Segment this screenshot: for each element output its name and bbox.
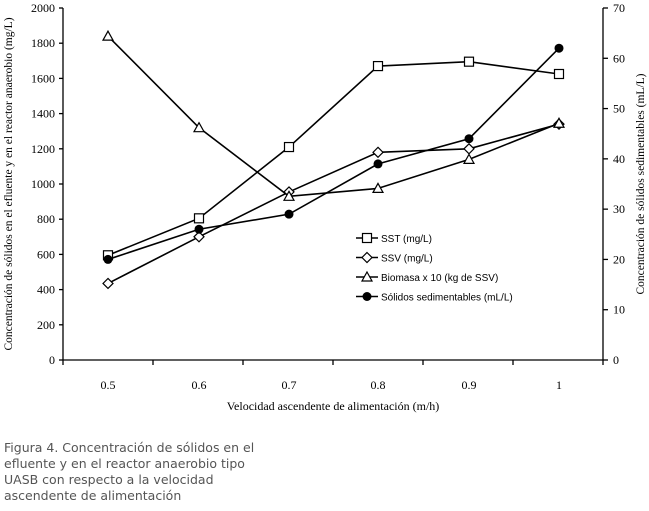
y2-tick-label: 0	[613, 353, 619, 367]
y-tick-label: 400	[37, 283, 55, 297]
data-point-2	[282, 190, 296, 201]
data-point-0	[372, 60, 384, 72]
data-point-3	[103, 254, 113, 264]
legend-marker-3	[362, 292, 372, 301]
y-tick-label: 2000	[31, 1, 55, 15]
legend-marker-1	[361, 251, 373, 264]
data-point-3	[373, 159, 383, 169]
y-tick-label: 800	[37, 212, 55, 226]
legend-marker-0	[361, 232, 373, 244]
data-point-3	[554, 43, 564, 53]
y2-tick-label: 20	[613, 252, 625, 266]
data-point-1	[463, 142, 475, 155]
data-point-3	[194, 224, 204, 234]
data-point-0	[283, 141, 295, 153]
data-point-3	[464, 134, 474, 144]
y2-axis-title: Concentración de sólidos sedimentables (…	[635, 73, 647, 294]
x-tick-label: 0.7	[282, 378, 297, 392]
y-tick-label: 1800	[31, 36, 55, 50]
data-point-0	[193, 213, 205, 224]
x-tick-label: 0.5	[101, 378, 116, 392]
y2-tick-label: 40	[613, 152, 625, 166]
series-line-2	[107, 35, 560, 198]
data-point-1	[372, 146, 384, 159]
y-axis-title: Concentración de sólidos en el efluente …	[3, 17, 15, 350]
series-line-3	[107, 47, 560, 261]
x-tick-label: 0.6	[192, 378, 207, 392]
y2-tick-label: 70	[613, 1, 625, 15]
y-tick-label: 600	[37, 247, 55, 261]
series-line-1	[107, 123, 560, 285]
data-point-2	[552, 117, 566, 128]
data-point-3	[284, 209, 294, 219]
y2-tick-label: 30	[613, 202, 625, 216]
legend-label-1: SSV (mg/L)	[381, 254, 433, 265]
data-point-2	[192, 121, 206, 133]
data-point-0	[463, 56, 475, 67]
y2-tick-label: 60	[613, 51, 625, 65]
x-axis-title: Velocidad ascendente de alimentación (m/…	[227, 399, 440, 413]
y-tick-label: 0	[49, 353, 55, 367]
data-point-2	[462, 153, 476, 164]
x-tick-label: 0.9	[462, 378, 477, 392]
data-point-0	[553, 68, 565, 80]
data-point-1	[102, 277, 114, 290]
y-tick-label: 1400	[31, 107, 55, 121]
legend-label-3: Sólidos sedimentables (mL/L)	[381, 293, 513, 304]
data-point-1	[193, 230, 205, 243]
legend-label-0: SST (mg/L)	[381, 234, 432, 245]
x-tick-label: 0.8	[371, 378, 386, 392]
data-point-2	[371, 182, 385, 193]
data-point-2	[101, 29, 115, 41]
chart: 0200400600800100012001400160018002000010…	[3, 1, 647, 413]
y-tick-label: 1200	[31, 142, 55, 156]
legend-marker-2	[360, 270, 374, 282]
y2-tick-label: 50	[613, 102, 625, 116]
y2-tick-label: 10	[613, 303, 625, 317]
series-line-0	[107, 60, 560, 257]
y-tick-label: 200	[37, 318, 55, 332]
y-tick-label: 1000	[31, 177, 55, 191]
figure-caption: Figura 4. Concentración de sólidos en el…	[4, 440, 255, 503]
legend-label-2: Biomasa x 10 (kg de SSV)	[381, 273, 498, 284]
x-tick-label: 1	[556, 378, 562, 392]
y-tick-label: 1600	[31, 71, 55, 85]
